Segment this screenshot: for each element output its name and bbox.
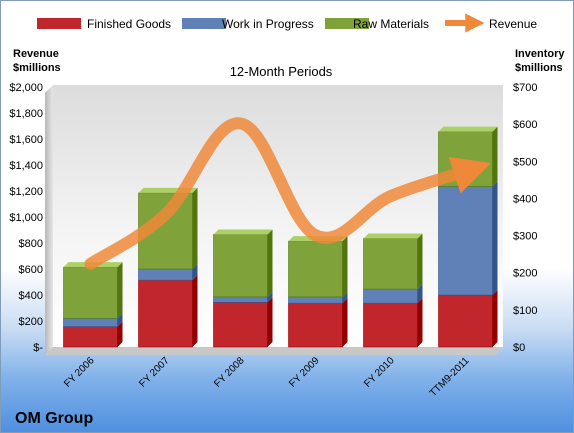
bar-top-raw-materials-fy-2010 — [363, 233, 423, 239]
bar-side-work-in-progress-fy-2010 — [417, 284, 423, 304]
right-tick-label: $400 — [513, 193, 537, 205]
revenue-point-fy-2009 — [315, 234, 317, 236]
right-tick-label: $600 — [513, 119, 537, 131]
x-tick-label: FY 2008 — [212, 355, 247, 390]
bar-side-work-in-progress-ttm9-2011 — [492, 181, 498, 295]
right-tick-label: $100 — [513, 305, 537, 317]
left-tick-label: $1,200 — [9, 186, 43, 198]
bar-work-in-progress-fy-2009 — [288, 296, 343, 304]
company-name: OM Group — [15, 410, 93, 427]
bar-side-work-in-progress-fy-2007 — [192, 264, 198, 281]
stacked-bars — [63, 126, 498, 348]
bar-side-finished-goods-fy-2010 — [417, 298, 423, 347]
bar-finished-goods-fy-2008 — [213, 302, 268, 348]
legend-label-finished-goods: Finished Goods — [87, 17, 171, 31]
legend-label-raw-materials: Raw Materials — [353, 17, 429, 31]
right-tick-label: $200 — [513, 268, 537, 280]
revenue-point-fy-2010 — [390, 195, 392, 197]
bar-raw-materials-fy-2008 — [213, 234, 268, 298]
legend-label-revenue: Revenue — [489, 17, 537, 31]
bar-top-raw-materials-ttm9-2011 — [438, 126, 498, 132]
bar-finished-goods-ttm9-2011 — [438, 294, 493, 348]
bar-raw-materials-fy-2009 — [288, 240, 343, 298]
x-tick-label: FY 2009 — [287, 355, 322, 390]
chart-title: 12-Month Periods — [230, 64, 333, 79]
revenue-line — [84, 117, 492, 270]
bar-side-work-in-progress-fy-2009 — [342, 291, 348, 304]
bar-side-finished-goods-fy-2009 — [342, 298, 348, 347]
right-tick-label: $300 — [513, 231, 537, 243]
bar-work-in-progress-fy-2007 — [138, 268, 193, 281]
revenue-point-fy-2007 — [165, 213, 167, 215]
left-tick-label: $1,400 — [9, 160, 43, 172]
bar-stack-ttm9-2011 — [438, 126, 498, 348]
right-axis-title-line-2: $millions — [515, 62, 563, 74]
left-axis-ticks: $- $200 $400 $600 $800 $1,000 $1,200 $1,400 $1,6… — [9, 82, 43, 354]
left-axis-title-line-1: Revenue — [13, 48, 59, 60]
x-tick-label: FY 2006 — [62, 355, 97, 390]
legend: Finished Goods Work in Progress Raw Mate… — [37, 13, 537, 33]
bar-side-raw-materials-fy-2009 — [342, 236, 348, 297]
bar-finished-goods-fy-2007 — [138, 279, 193, 348]
bar-side-raw-materials-fy-2010 — [417, 233, 423, 290]
left-tick-label: $- — [33, 342, 43, 354]
bar-stack-fy-2006 — [63, 262, 123, 348]
bar-top-raw-materials-fy-2008 — [213, 229, 273, 235]
bar-work-in-progress-fy-2006 — [63, 318, 118, 327]
bar-side-finished-goods-fy-2006 — [117, 321, 123, 347]
bar-raw-materials-fy-2010 — [363, 238, 418, 290]
right-tick-label: $500 — [513, 156, 537, 168]
left-axis-title-line-2: $millions — [13, 62, 61, 74]
bar-side-finished-goods-ttm9-2011 — [492, 290, 498, 347]
bar-raw-materials-fy-2006 — [63, 266, 118, 319]
bar-side-raw-materials-fy-2007 — [192, 187, 198, 269]
bar-side-raw-materials-fy-2008 — [267, 229, 273, 297]
x-tick-label: TTM9-2011 — [428, 355, 472, 399]
bar-side-finished-goods-fy-2007 — [192, 275, 198, 347]
bar-stack-fy-2009 — [288, 236, 348, 348]
bar-work-in-progress-ttm9-2011 — [438, 186, 493, 296]
left-tick-label: $200 — [19, 316, 43, 328]
bar-finished-goods-fy-2010 — [363, 302, 418, 348]
bar-finished-goods-fy-2006 — [63, 326, 118, 348]
right-axis-title-line-1: Inventory — [515, 48, 565, 60]
legend-swatch-raw-materials — [325, 18, 369, 29]
left-tick-label: $800 — [19, 238, 43, 250]
plot-side-wall — [45, 85, 53, 355]
revenue-point-fy-2006 — [90, 263, 92, 265]
revenue-series — [84, 117, 492, 270]
bar-finished-goods-fy-2009 — [288, 302, 343, 348]
legend-swatch-work-in-progress — [182, 18, 226, 29]
x-tick-label: FY 2007 — [137, 355, 172, 390]
bar-stack-fy-2008 — [213, 229, 273, 348]
legend-label-work-in-progress: Work in Progress — [222, 17, 314, 31]
x-tick-label: FY 2010 — [362, 355, 397, 390]
bar-stack-fy-2007 — [138, 187, 198, 348]
bar-side-work-in-progress-fy-2006 — [117, 313, 123, 327]
bar-work-in-progress-fy-2010 — [363, 288, 418, 304]
bar-side-raw-materials-ttm9-2011 — [492, 126, 498, 187]
bar-work-in-progress-fy-2008 — [213, 296, 268, 303]
revenue-point-ttm9-2011 — [465, 171, 467, 173]
bar-side-work-in-progress-fy-2008 — [267, 291, 273, 303]
left-tick-label: $1,800 — [9, 108, 43, 120]
right-axis-ticks: $0 $100 $200 $300 $400 $500 $600 $700 — [513, 82, 537, 354]
left-tick-label: $600 — [19, 264, 43, 276]
right-tick-label: $700 — [513, 82, 537, 94]
bar-side-raw-materials-fy-2006 — [117, 262, 123, 319]
left-tick-label: $1,000 — [9, 212, 43, 224]
right-tick-label: $0 — [513, 342, 525, 354]
plot-area — [53, 85, 503, 347]
bar-stack-fy-2010 — [363, 233, 423, 348]
left-tick-label: $1,600 — [9, 134, 43, 146]
left-tick-label: $2,000 — [9, 82, 43, 94]
bar-side-finished-goods-fy-2008 — [267, 297, 273, 347]
x-axis-ticks: FY 2006 FY 2007 FY 2008 FY 2009 FY 2010 TTM9-… — [62, 355, 472, 399]
legend-swatch-finished-goods — [37, 18, 81, 29]
plot-floor — [45, 347, 503, 355]
revenue-point-fy-2008 — [240, 122, 242, 124]
left-tick-label: $400 — [19, 290, 43, 302]
